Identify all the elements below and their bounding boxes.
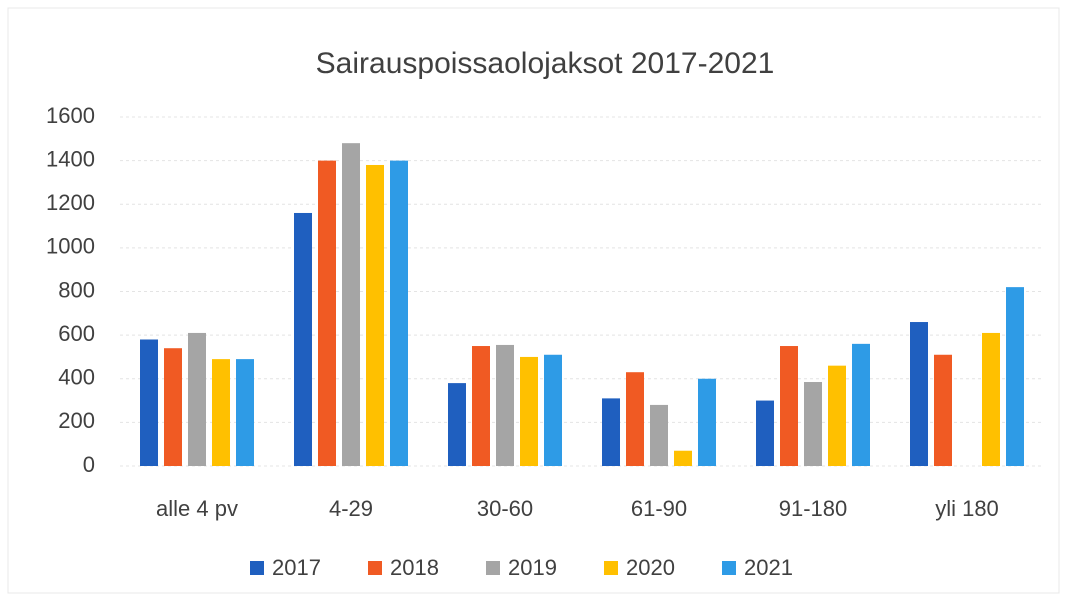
y-tick-label: 1000 xyxy=(46,234,95,259)
bar xyxy=(366,164,384,467)
bar xyxy=(236,359,254,466)
bar xyxy=(544,354,562,466)
legend-swatch xyxy=(722,561,736,575)
x-tick-label: 30-60 xyxy=(477,496,533,521)
bar xyxy=(212,359,230,466)
bar xyxy=(1006,287,1024,466)
bar xyxy=(496,344,514,466)
y-tick-label: 600 xyxy=(58,321,95,346)
bar xyxy=(626,372,644,466)
y-tick-label: 400 xyxy=(58,365,95,390)
bar xyxy=(140,339,158,466)
bar xyxy=(698,378,716,466)
bar xyxy=(520,356,538,466)
bar xyxy=(294,212,312,466)
bar xyxy=(472,346,490,466)
bar xyxy=(674,450,692,466)
bar xyxy=(602,398,620,466)
bar xyxy=(342,143,360,467)
x-tick-label: 91-180 xyxy=(779,496,848,521)
y-tick-label: 200 xyxy=(58,408,95,433)
bar xyxy=(390,160,408,466)
legend-swatch xyxy=(486,561,500,575)
legend-swatch xyxy=(604,561,618,575)
legend-label: 2018 xyxy=(390,555,439,580)
y-tick-label: 800 xyxy=(58,277,95,302)
bar xyxy=(650,404,668,466)
y-tick-label: 1400 xyxy=(46,146,95,171)
bar xyxy=(756,400,774,466)
y-tick-label: 1200 xyxy=(46,190,95,215)
bar xyxy=(188,332,206,466)
bar xyxy=(780,346,798,466)
legend-label: 2020 xyxy=(626,555,675,580)
bar xyxy=(448,383,466,466)
y-tick-label: 0 xyxy=(83,452,95,477)
bar xyxy=(910,322,928,466)
chart-frame xyxy=(7,7,1060,594)
bar xyxy=(934,354,952,466)
bar xyxy=(852,343,870,466)
chart-title: Sairauspoissaolojaksot 2017-2021 xyxy=(316,47,775,80)
bar xyxy=(318,160,336,466)
bar xyxy=(804,382,822,466)
legend-label: 2017 xyxy=(272,555,321,580)
bar xyxy=(982,332,1000,466)
legend-swatch xyxy=(250,561,264,575)
legend-label: 2021 xyxy=(744,555,793,580)
y-tick-label: 1600 xyxy=(46,103,95,128)
x-tick-label: yli 180 xyxy=(935,496,999,521)
x-tick-label: 4-29 xyxy=(329,496,373,521)
legend-swatch xyxy=(368,561,382,575)
x-tick-label: alle 4 pv xyxy=(156,496,238,521)
bar xyxy=(828,365,846,466)
bar xyxy=(164,348,182,466)
legend-label: 2019 xyxy=(508,555,557,580)
x-tick-label: 61-90 xyxy=(631,496,687,521)
